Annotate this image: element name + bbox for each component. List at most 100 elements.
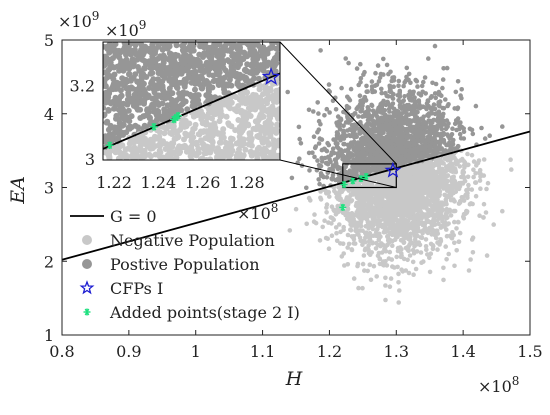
positive-population-point (407, 159, 412, 164)
positive-population-point (443, 97, 448, 102)
negative-population-point (361, 262, 366, 267)
positive-population-point (450, 126, 455, 131)
positive-population-point (412, 105, 417, 110)
positive-population-point (379, 87, 384, 92)
positive-population-point (356, 83, 361, 88)
positive-population-point (436, 103, 441, 108)
negative-population-point (405, 183, 410, 188)
negative-population-point (428, 228, 433, 233)
positive-population-point (401, 98, 406, 103)
positive-population-point (407, 143, 412, 148)
positive-population-point (432, 102, 437, 107)
negative-population-point (363, 231, 368, 236)
negative-population-point (424, 185, 429, 190)
negative-population-point (382, 204, 387, 209)
negative-population-point (396, 272, 401, 277)
inset-positive-point (140, 71, 146, 77)
negative-population-point (307, 196, 312, 201)
negative-population-point (330, 204, 335, 209)
negative-population-point (356, 207, 361, 212)
negative-population-point (429, 189, 434, 194)
positive-population-point (413, 112, 418, 117)
positive-population-point (285, 90, 290, 95)
positive-population-point (403, 159, 408, 164)
negative-population-point (411, 171, 416, 176)
negative-population-point (500, 209, 505, 214)
positive-population-point (456, 79, 461, 84)
positive-population-point (317, 119, 322, 124)
negative-population-point (391, 217, 396, 222)
negative-population-point (457, 239, 462, 244)
negative-population-point (395, 265, 400, 270)
negative-population-point (461, 195, 466, 200)
positive-population-point (321, 175, 326, 180)
positive-population-point (307, 108, 312, 113)
negative-population-point (329, 221, 334, 226)
negative-population-point (491, 222, 496, 227)
negative-population-point (452, 220, 457, 225)
positive-population-point (345, 128, 350, 133)
positive-population-point (373, 89, 378, 94)
negative-population-point (381, 179, 386, 184)
positive-population-point (345, 95, 350, 100)
negative-population-point (458, 200, 463, 205)
negative-population-point (335, 239, 340, 244)
negative-population-point (365, 269, 370, 274)
positive-population-point (442, 106, 447, 111)
positive-population-point (380, 105, 385, 110)
negative-population-point (432, 183, 437, 188)
positive-population-point (487, 133, 492, 138)
negative-population-point (478, 178, 483, 183)
negative-population-point (441, 278, 446, 283)
negative-population-point (428, 270, 433, 275)
positive-population-point (384, 143, 389, 148)
negative-population-point (396, 300, 401, 305)
positive-population-point (434, 82, 439, 87)
positive-population-point (364, 124, 369, 129)
positive-population-point (386, 127, 391, 132)
negative-population-point (439, 159, 444, 164)
negative-population-point (358, 228, 363, 233)
negative-population-point (453, 161, 458, 166)
positive-population-point (404, 135, 409, 140)
negative-population-point (465, 163, 470, 168)
negative-population-point (465, 152, 470, 157)
negative-population-point (404, 203, 409, 208)
negative-population-point (435, 180, 440, 185)
positive-population-point (455, 107, 460, 112)
positive-population-point (388, 87, 393, 92)
negative-population-point (378, 174, 383, 179)
positive-population-point (419, 135, 424, 140)
negative-population-point (397, 220, 402, 225)
negative-population-point (444, 197, 449, 202)
positive-population-point (375, 108, 380, 113)
positive-population-point (364, 84, 369, 89)
positive-population-point (483, 136, 488, 141)
negative-population-point (464, 188, 469, 193)
negative-population-point (484, 187, 489, 192)
negative-population-point (380, 188, 385, 193)
positive-population-point (434, 111, 439, 116)
negative-population-point (458, 184, 463, 189)
positive-population-point (433, 129, 438, 134)
negative-population-point (509, 167, 514, 172)
negative-population-point (384, 213, 389, 218)
positive-population-point (401, 84, 406, 89)
positive-population-point (413, 99, 418, 104)
negative-population-point (375, 227, 380, 232)
positive-population-point (373, 152, 378, 157)
positive-population-point (370, 136, 375, 141)
positive-population-point (330, 177, 335, 182)
negative-population-point (378, 262, 383, 267)
negative-population-point (348, 227, 353, 232)
positive-population-point (405, 122, 410, 127)
positive-population-point (345, 159, 350, 164)
negative-population-point (453, 209, 458, 214)
positive-population-point (470, 128, 475, 133)
negative-population-point (341, 225, 346, 230)
positive-population-point (339, 118, 344, 123)
negative-population-point (450, 178, 455, 183)
positive-population-point (339, 86, 344, 91)
inset-positive-point (244, 61, 250, 67)
